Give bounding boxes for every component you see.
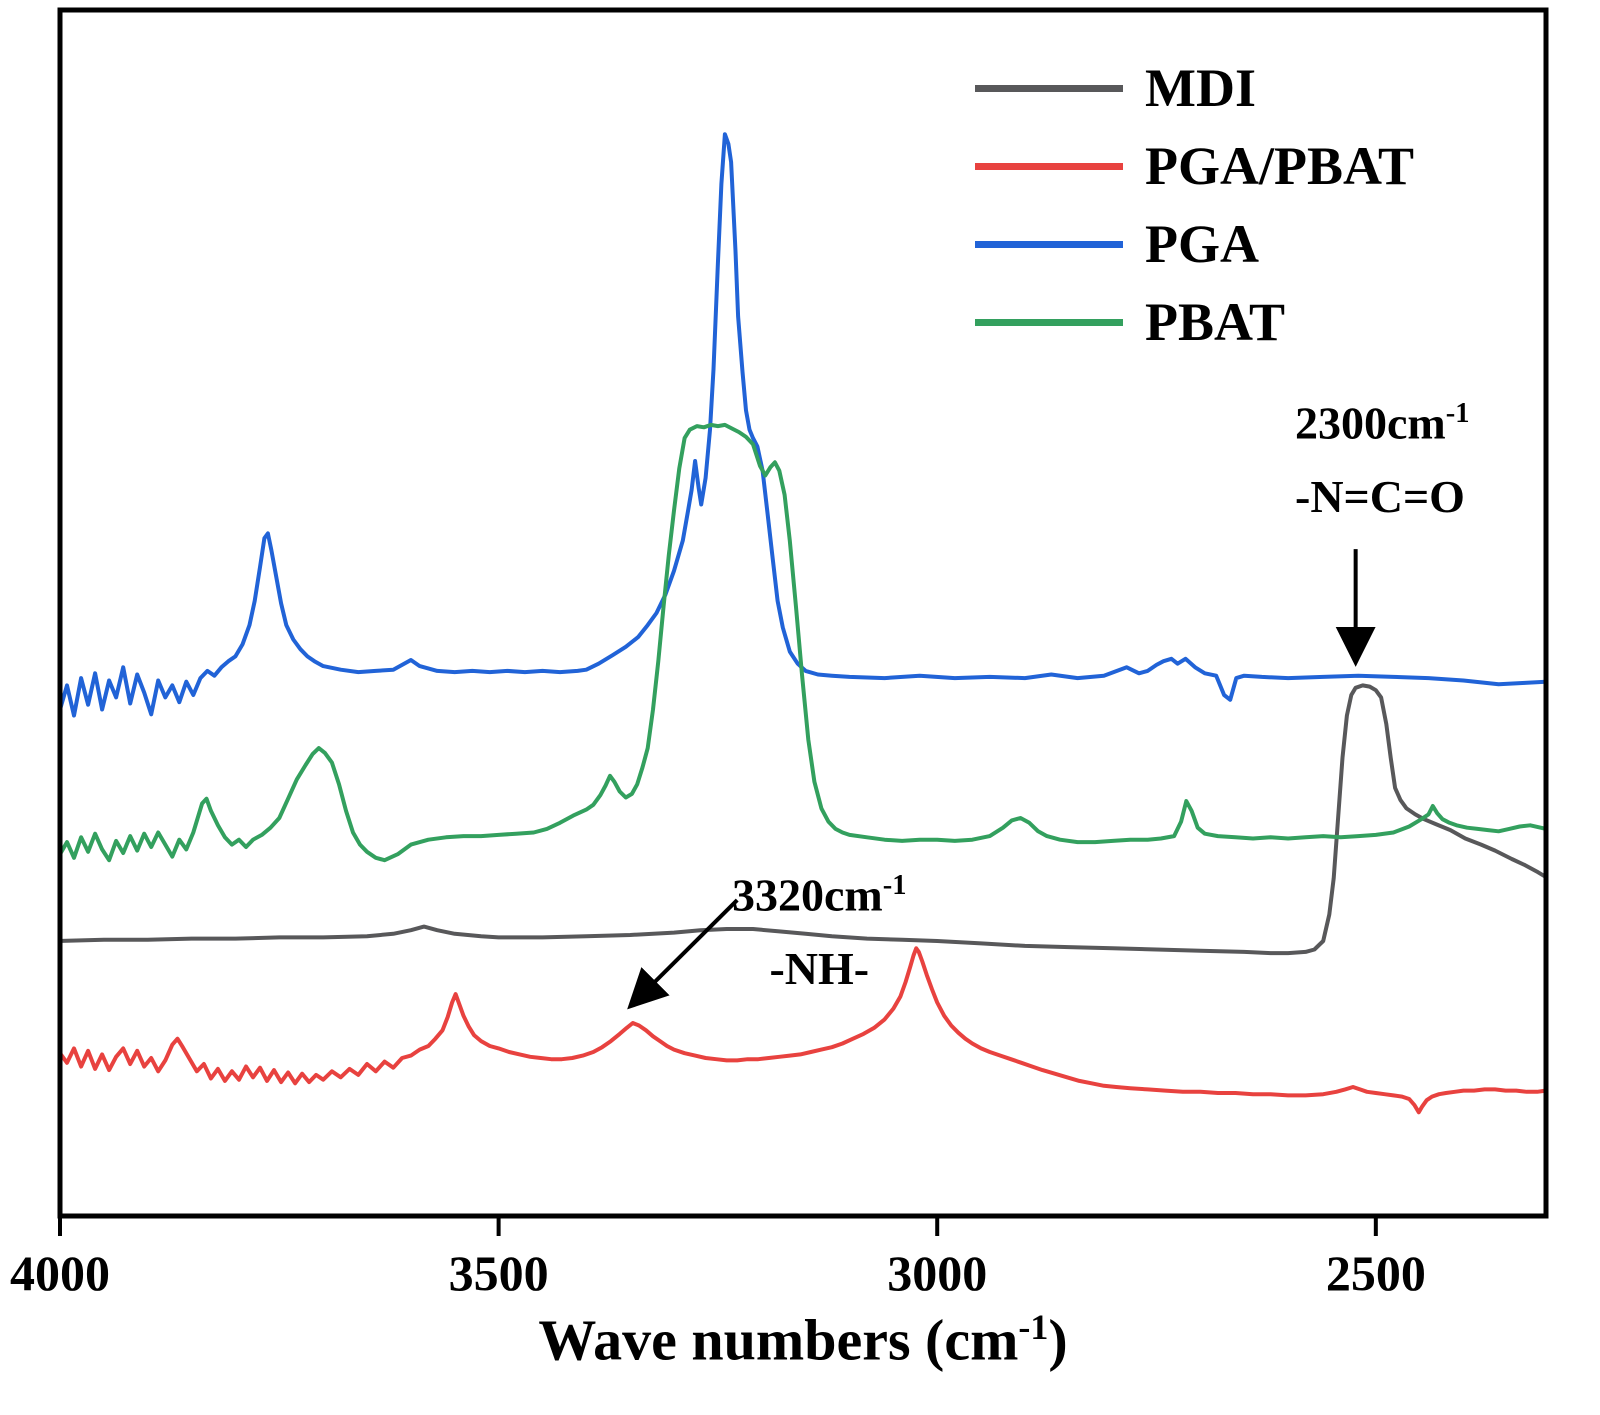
x-tick-label: 4000 bbox=[10, 1245, 110, 1301]
pga-line-swatch bbox=[975, 240, 1123, 248]
mdi-line-swatch bbox=[975, 84, 1123, 92]
x-axis-title: Wave numbers (cm-1) bbox=[538, 1307, 1068, 1373]
annotation-nh-group: -NH- bbox=[769, 943, 870, 995]
spectrum-pga bbox=[62, 132, 1544, 718]
superscript: -1 bbox=[882, 870, 907, 901]
legend-item-pbat: PBAT bbox=[975, 294, 1414, 350]
legend-item-mdi: MDI bbox=[975, 60, 1414, 116]
legend: MDI PGA/PBAT PGA PBAT bbox=[975, 60, 1414, 350]
annotation-nco-wavenumber: 2300cm-1 bbox=[1295, 397, 1470, 449]
annotation-nh: 3320cm-1 -NH- bbox=[732, 869, 907, 995]
legend-label-mdi: MDI bbox=[1145, 58, 1256, 118]
spectrum-pbat bbox=[62, 422, 1544, 863]
x-tick-label: 3500 bbox=[449, 1245, 549, 1301]
superscript: -1 bbox=[1445, 398, 1470, 429]
nh-arrow bbox=[627, 898, 739, 1010]
spectra-curves bbox=[62, 132, 1544, 1115]
pga-pbat-line-swatch bbox=[975, 162, 1123, 170]
annotation-nco: 2300cm-1 -N=C=O bbox=[1295, 397, 1470, 523]
spectrum-mdi bbox=[62, 683, 1544, 956]
legend-label-pbat: PBAT bbox=[1145, 292, 1286, 352]
annotation-arrows bbox=[627, 549, 1376, 1010]
legend-item-pga-pbat: PGA/PBAT bbox=[975, 138, 1414, 194]
pbat-line-swatch bbox=[975, 318, 1123, 326]
x-tick-label: 3000 bbox=[887, 1245, 987, 1301]
annotation-nco-group: -N=C=O bbox=[1295, 471, 1465, 523]
legend-label-pga-pbat: PGA/PBAT bbox=[1145, 136, 1414, 196]
x-tick-label: 2500 bbox=[1326, 1245, 1426, 1301]
legend-item-pga: PGA bbox=[975, 216, 1414, 272]
plot-frame bbox=[57, 7, 1549, 1219]
spectrum-pga-pbat bbox=[62, 946, 1544, 1115]
superscript: -1 bbox=[1018, 1307, 1049, 1347]
legend-label-pga: PGA bbox=[1145, 214, 1259, 274]
annotation-nh-wavenumber: 3320cm-1 bbox=[732, 869, 907, 921]
x-axis-ticks: 4000 3500 3000 2500 bbox=[10, 1218, 1426, 1301]
